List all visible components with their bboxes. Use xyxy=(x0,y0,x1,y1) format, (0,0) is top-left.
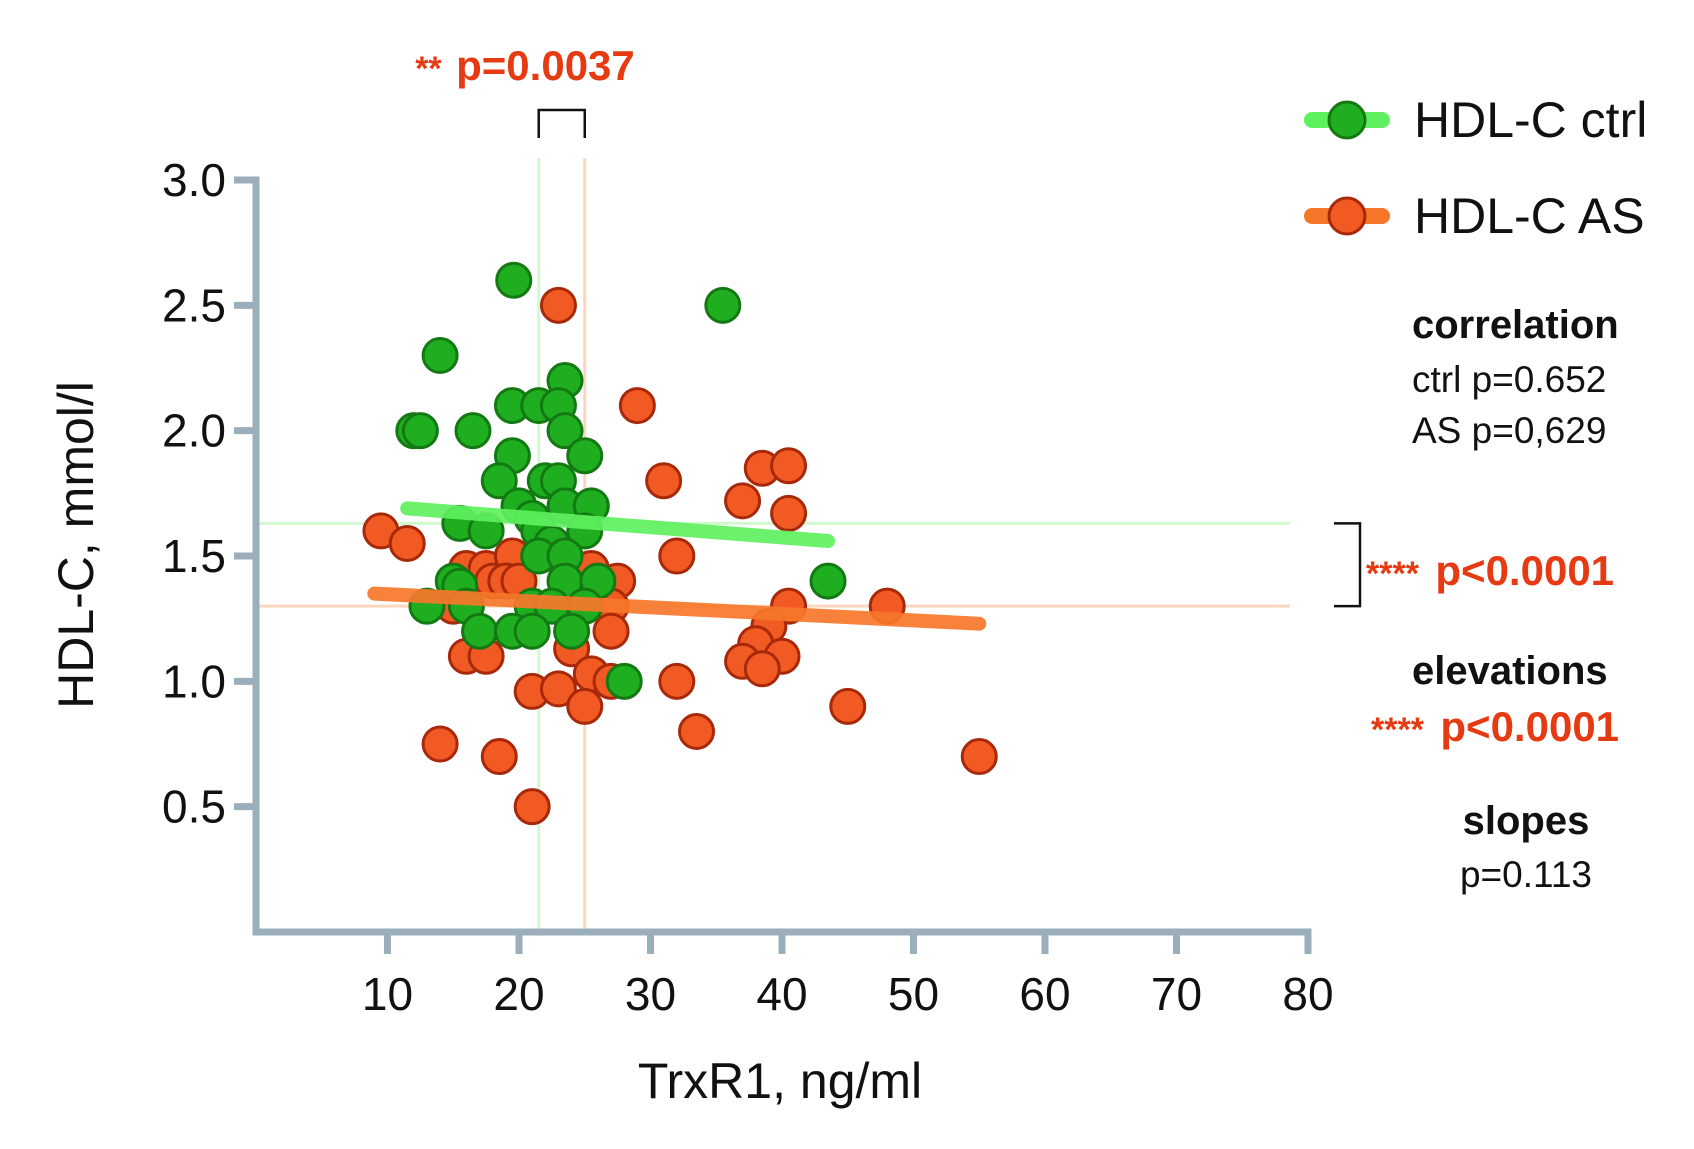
point-as xyxy=(724,482,762,520)
y-axis-title: HDL-C, mmol/l xyxy=(48,381,104,709)
x-tick-label: 80 xyxy=(1282,968,1333,1020)
right-bracket xyxy=(1334,522,1362,608)
point-as xyxy=(513,788,551,826)
elevations-p: p<0.0001 xyxy=(1440,703,1619,750)
legend-item-ctrl: HDL-C ctrl xyxy=(1304,92,1647,148)
point-ctrl xyxy=(553,612,591,650)
y-tick-label: 0.5 xyxy=(162,781,226,833)
y-tick-label: 2.5 xyxy=(162,279,226,331)
x-tick-label: 30 xyxy=(625,968,676,1020)
legend-marker-ctrl xyxy=(1327,100,1367,140)
point-as xyxy=(618,387,656,425)
point-as xyxy=(658,537,696,575)
legend: HDL-C ctrl HDL-C AS xyxy=(1304,92,1647,244)
point-ctrl xyxy=(401,412,439,450)
point-as xyxy=(829,687,867,725)
right-significance-stars: **** xyxy=(1366,555,1420,593)
point-as xyxy=(678,712,716,750)
point-as xyxy=(743,650,781,688)
right-significance-label: **** p<0.0001 xyxy=(1366,547,1614,594)
top-significance-stars: ** xyxy=(415,50,442,88)
top-significance-p: p=0.0037 xyxy=(456,42,635,89)
point-as xyxy=(539,286,577,324)
data-points xyxy=(362,261,998,826)
y-tick-label: 1.5 xyxy=(162,530,226,582)
point-as xyxy=(421,725,459,763)
point-as xyxy=(645,462,683,500)
elevations-stars: **** xyxy=(1371,711,1425,749)
x-tick-label: 20 xyxy=(493,968,544,1020)
elevations-significance: **** p<0.0001 xyxy=(1371,703,1619,750)
point-as xyxy=(388,524,426,562)
point-ctrl xyxy=(461,612,499,650)
y-tick-label: 1.0 xyxy=(162,655,226,707)
right-significance-p: p<0.0001 xyxy=(1435,547,1614,594)
legend-label-ctrl: HDL-C ctrl xyxy=(1414,92,1647,148)
axis-ticks: 10 20 30 40 50 60 70 80 0.5 1.0 1.5 2.0 2.5 3.0 xyxy=(162,154,1334,1020)
x-tick-label: 10 xyxy=(362,968,413,1020)
point-as xyxy=(480,738,518,776)
y-tick-label: 3.0 xyxy=(162,154,226,206)
point-as xyxy=(566,687,604,725)
median-y-significance: **** p<0.0001 xyxy=(1334,522,1614,608)
point-ctrl xyxy=(495,261,533,299)
point-as xyxy=(770,494,808,532)
point-as xyxy=(770,447,808,485)
top-bracket xyxy=(537,108,586,138)
point-as xyxy=(592,612,630,650)
point-ctrl xyxy=(566,437,604,475)
correlation-title: correlation xyxy=(1412,303,1619,347)
legend-marker-as xyxy=(1327,196,1367,236)
point-ctrl xyxy=(546,412,584,450)
top-significance-label: ** p=0.0037 xyxy=(415,42,635,89)
statistics-panel: correlation ctrl p=0.652 AS p=0,629 elev… xyxy=(1371,303,1619,895)
point-ctrl xyxy=(454,412,492,450)
point-ctrl xyxy=(809,562,847,600)
correlation-as: AS p=0,629 xyxy=(1412,410,1606,451)
elevations-title: elevations xyxy=(1412,649,1608,693)
point-ctrl xyxy=(513,612,551,650)
legend-item-as: HDL-C AS xyxy=(1304,188,1645,244)
x-axis-title: TrxR1, ng/ml xyxy=(638,1053,922,1109)
regression-lines xyxy=(367,501,987,631)
point-as xyxy=(539,670,577,708)
x-tick-label: 70 xyxy=(1151,968,1202,1020)
point-ctrl xyxy=(421,336,459,374)
x-tick-label: 40 xyxy=(756,968,807,1020)
fit-line-as xyxy=(367,586,987,631)
point-ctrl xyxy=(704,286,742,324)
median-x-significance: ** p=0.0037 xyxy=(415,42,635,138)
legend-label-as: HDL-C AS xyxy=(1414,188,1645,244)
slopes-title: slopes xyxy=(1463,799,1590,843)
fit-line-ctrl xyxy=(400,501,836,548)
slopes-p: p=0.113 xyxy=(1460,854,1592,895)
point-ctrl xyxy=(480,462,518,500)
point-ctrl xyxy=(605,662,643,700)
x-tick-label: 60 xyxy=(1019,968,1070,1020)
x-tick-label: 50 xyxy=(888,968,939,1020)
point-as xyxy=(658,662,696,700)
correlation-ctrl: ctrl p=0.652 xyxy=(1412,359,1606,400)
point-as xyxy=(960,738,998,776)
y-tick-label: 2.0 xyxy=(162,405,226,457)
